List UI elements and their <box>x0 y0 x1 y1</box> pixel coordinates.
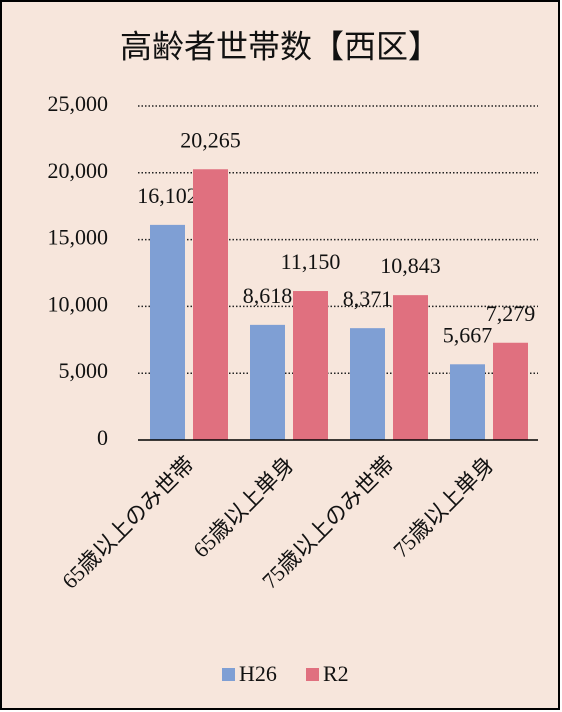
y-tick-label: 5,000 <box>59 358 109 383</box>
legend-swatch <box>222 668 235 681</box>
data-label: 10,843 <box>380 253 441 278</box>
y-tick-label: 25,000 <box>48 91 109 116</box>
bar <box>350 328 385 440</box>
data-label: 7,279 <box>486 301 536 326</box>
data-label: 8,618 <box>243 283 293 308</box>
data-label: 5,667 <box>443 322 493 347</box>
bar <box>193 169 228 441</box>
data-label: 16,102 <box>137 183 198 208</box>
legend-swatch <box>306 668 319 681</box>
bar <box>393 295 428 440</box>
data-label: 8,371 <box>343 286 393 311</box>
y-tick-label: 20,000 <box>48 158 109 183</box>
bar <box>150 224 185 440</box>
data-label: 20,265 <box>180 127 241 152</box>
bar <box>250 324 285 440</box>
bar <box>293 291 328 440</box>
legend-label: H26 <box>239 661 277 686</box>
y-tick-label: 15,000 <box>48 225 109 250</box>
data-label: 11,150 <box>281 249 341 274</box>
y-tick-label: 0 <box>97 425 108 450</box>
bar <box>450 364 485 440</box>
legend-label: R2 <box>323 661 349 686</box>
bar <box>493 342 528 440</box>
y-tick-label: 10,000 <box>48 291 109 316</box>
chart-title: 高齢者世帯数【西区】 <box>120 28 440 64</box>
